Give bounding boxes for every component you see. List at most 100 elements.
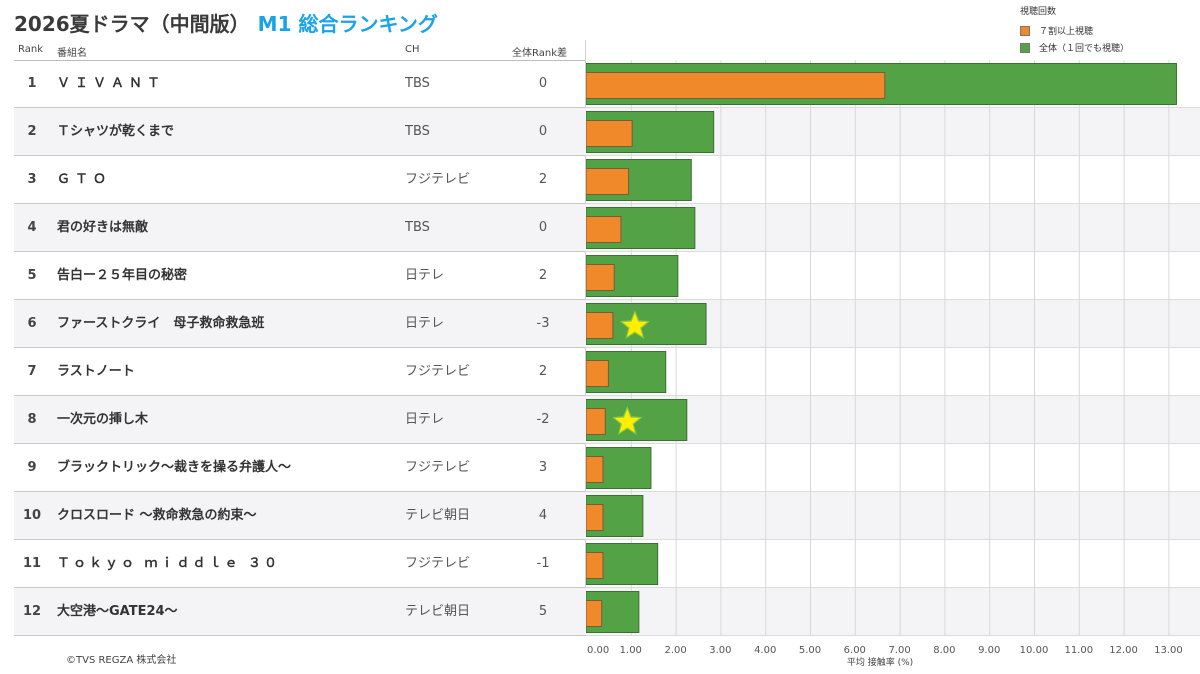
- x-tick-label: 8.00: [933, 645, 955, 656]
- channel-cell: 日テレ: [405, 316, 445, 331]
- legend-title: 視聴回数: [1020, 7, 1057, 17]
- rank-diff-cell: 2: [538, 364, 548, 379]
- bar-70pct-viewing: [586, 216, 622, 243]
- channel-cell: テレビ朝日: [405, 604, 471, 619]
- copyright: ©TVS REGZA 株式会社: [66, 655, 177, 666]
- program-name: 大空港～GATE24～: [57, 604, 178, 619]
- legend-item-top70: ７割以上視聴: [1020, 22, 1129, 39]
- program-name: 君の好きは無敵: [57, 220, 149, 235]
- program-name: ラストノート: [57, 364, 135, 379]
- bar-70pct-viewing: [586, 72, 886, 99]
- rank-cell: 6: [27, 316, 37, 331]
- channel-cell: フジテレビ: [405, 364, 471, 379]
- header-ch: CH: [405, 44, 420, 55]
- x-tick-label: 4.00: [754, 645, 776, 656]
- table-row: 6 ファーストクライ 母子救命救急班 日テレ -3: [14, 300, 586, 348]
- bar-70pct-viewing: [586, 552, 604, 579]
- bar-70pct-viewing: [586, 360, 609, 387]
- rank-diff-cell: -1: [536, 556, 550, 571]
- legend-label-top70: ７割以上視聴: [1039, 27, 1094, 37]
- rank-cell: 10: [22, 508, 42, 523]
- x-tick-label: 6.00: [844, 645, 866, 656]
- program-name: Ｔシャツが乾くまで: [57, 124, 175, 139]
- table-row: 5 告白ー２５年目の秘密 日テレ 2: [14, 252, 586, 300]
- rank-cell: 11: [22, 556, 42, 571]
- x-tick-label: 2.00: [664, 645, 686, 656]
- x-tick-label: 5.00: [799, 645, 821, 656]
- rank-diff-cell: 3: [538, 460, 548, 475]
- rank-diff-cell: 2: [538, 172, 548, 187]
- rank-diff-cell: 0: [538, 220, 548, 235]
- x-tick-label: 9.00: [978, 645, 1000, 656]
- bar-chart-svg: 0.00 1.00 2.00 3.00 4.00 5.00 6.00 7.00 8.00 9.00…: [586, 60, 1200, 656]
- program-name: ブラックトリック～裁きを操る弁護人～: [57, 460, 292, 475]
- x-tick-label: 12.00: [1109, 645, 1138, 656]
- channel-cell: 日テレ: [405, 412, 445, 427]
- program-name: ＶＩＶＡＮＴ: [57, 76, 166, 91]
- rank-diff-cell: 0: [538, 76, 548, 91]
- program-name: ＧＴＯ: [57, 172, 112, 187]
- bar-70pct-viewing: [586, 456, 604, 483]
- rank-cell: 1: [27, 76, 37, 91]
- rank-diff-cell: -3: [536, 316, 550, 331]
- bar-70pct-viewing: [586, 168, 630, 195]
- channel-cell: フジテレビ: [405, 460, 471, 475]
- table-row: 7 ラストノート フジテレビ 2: [14, 348, 586, 396]
- row-band: [586, 492, 1200, 540]
- header-divider: [14, 60, 586, 61]
- program-name: クロスロード ～救命救急の約束～: [57, 508, 257, 523]
- x-tick-label: 13.00: [1154, 645, 1183, 656]
- table-row: 3 ＧＴＯ フジテレビ 2: [14, 156, 586, 204]
- rank-diff-cell: 5: [538, 604, 548, 619]
- program-name: ファーストクライ 母子救命救急班: [57, 316, 265, 331]
- title-accent: M1 総合ランキング: [257, 12, 438, 36]
- title-main: 2026夏ドラマ（中間版）: [14, 12, 250, 36]
- legend-swatch-orange: [1020, 25, 1030, 36]
- rank-diff-cell: 4: [538, 508, 548, 523]
- channel-cell: フジテレビ: [405, 172, 471, 187]
- program-name: Ｔｏｋｙｏ ｍｉｄｄｌｅ ３０: [57, 556, 281, 571]
- header-rank: Rank: [18, 44, 43, 55]
- legend-label-all: 全体（１回でも視聴）: [1039, 44, 1130, 54]
- star-icon: [614, 409, 640, 433]
- table-row: 8 一次元の挿し木 日テレ -2: [14, 396, 586, 444]
- bar-70pct-viewing: [586, 120, 633, 147]
- header-name: 番組名: [57, 48, 87, 59]
- row-band: [586, 396, 1200, 444]
- x-tick-label: 10.00: [1020, 645, 1049, 656]
- channel-cell: テレビ朝日: [405, 508, 471, 523]
- table-row: 2 Ｔシャツが乾くまで TBS 0: [14, 108, 586, 156]
- table-row: 9 ブラックトリック～裁きを操る弁護人～ フジテレビ 3: [14, 444, 586, 492]
- rank-diff-cell: 2: [538, 268, 548, 283]
- rank-cell: 8: [27, 412, 37, 427]
- x-tick-label: 1.00: [620, 645, 642, 656]
- rank-diff-cell: -2: [536, 412, 550, 427]
- table-row: 10 クロスロード ～救命救急の約束～ テレビ朝日 4: [14, 492, 586, 540]
- page-title: 2026夏ドラマ（中間版） M1 総合ランキング: [14, 8, 438, 36]
- x-tick-label: 7.00: [888, 645, 910, 656]
- channel-cell: 日テレ: [405, 268, 445, 283]
- rank-cell: 2: [27, 124, 37, 139]
- table-row: 11 Ｔｏｋｙｏ ｍｉｄｄｌｅ ３０ フジテレビ -1: [14, 540, 586, 588]
- legend-swatch-green: [1020, 42, 1030, 53]
- channel-cell: TBS: [405, 220, 430, 235]
- bar-70pct-viewing: [586, 600, 603, 627]
- rank-cell: 7: [27, 364, 37, 379]
- star-icon: [622, 313, 648, 337]
- channel-cell: TBS: [405, 76, 430, 91]
- rank-cell: 5: [27, 268, 37, 283]
- x-axis-label: 平均 接触率 (%): [846, 658, 914, 668]
- rank-cell: 12: [22, 604, 42, 619]
- table-row: 4 君の好きは無敵 TBS 0: [14, 204, 586, 252]
- row-band: [586, 588, 1200, 636]
- program-name: 告白ー２５年目の秘密: [57, 268, 188, 283]
- channel-cell: フジテレビ: [405, 556, 471, 571]
- header-diff: 全体Rank差: [512, 48, 567, 59]
- channel-cell: TBS: [405, 124, 430, 139]
- bar-70pct-viewing: [586, 264, 615, 291]
- table-row: 1 ＶＩＶＡＮＴ TBS 0: [14, 60, 586, 108]
- rank-cell: 4: [27, 220, 37, 235]
- legend-item-all: 全体（１回でも視聴）: [1020, 39, 1129, 56]
- rank-diff-cell: 0: [538, 124, 548, 139]
- x-tick-label: 11.00: [1064, 645, 1093, 656]
